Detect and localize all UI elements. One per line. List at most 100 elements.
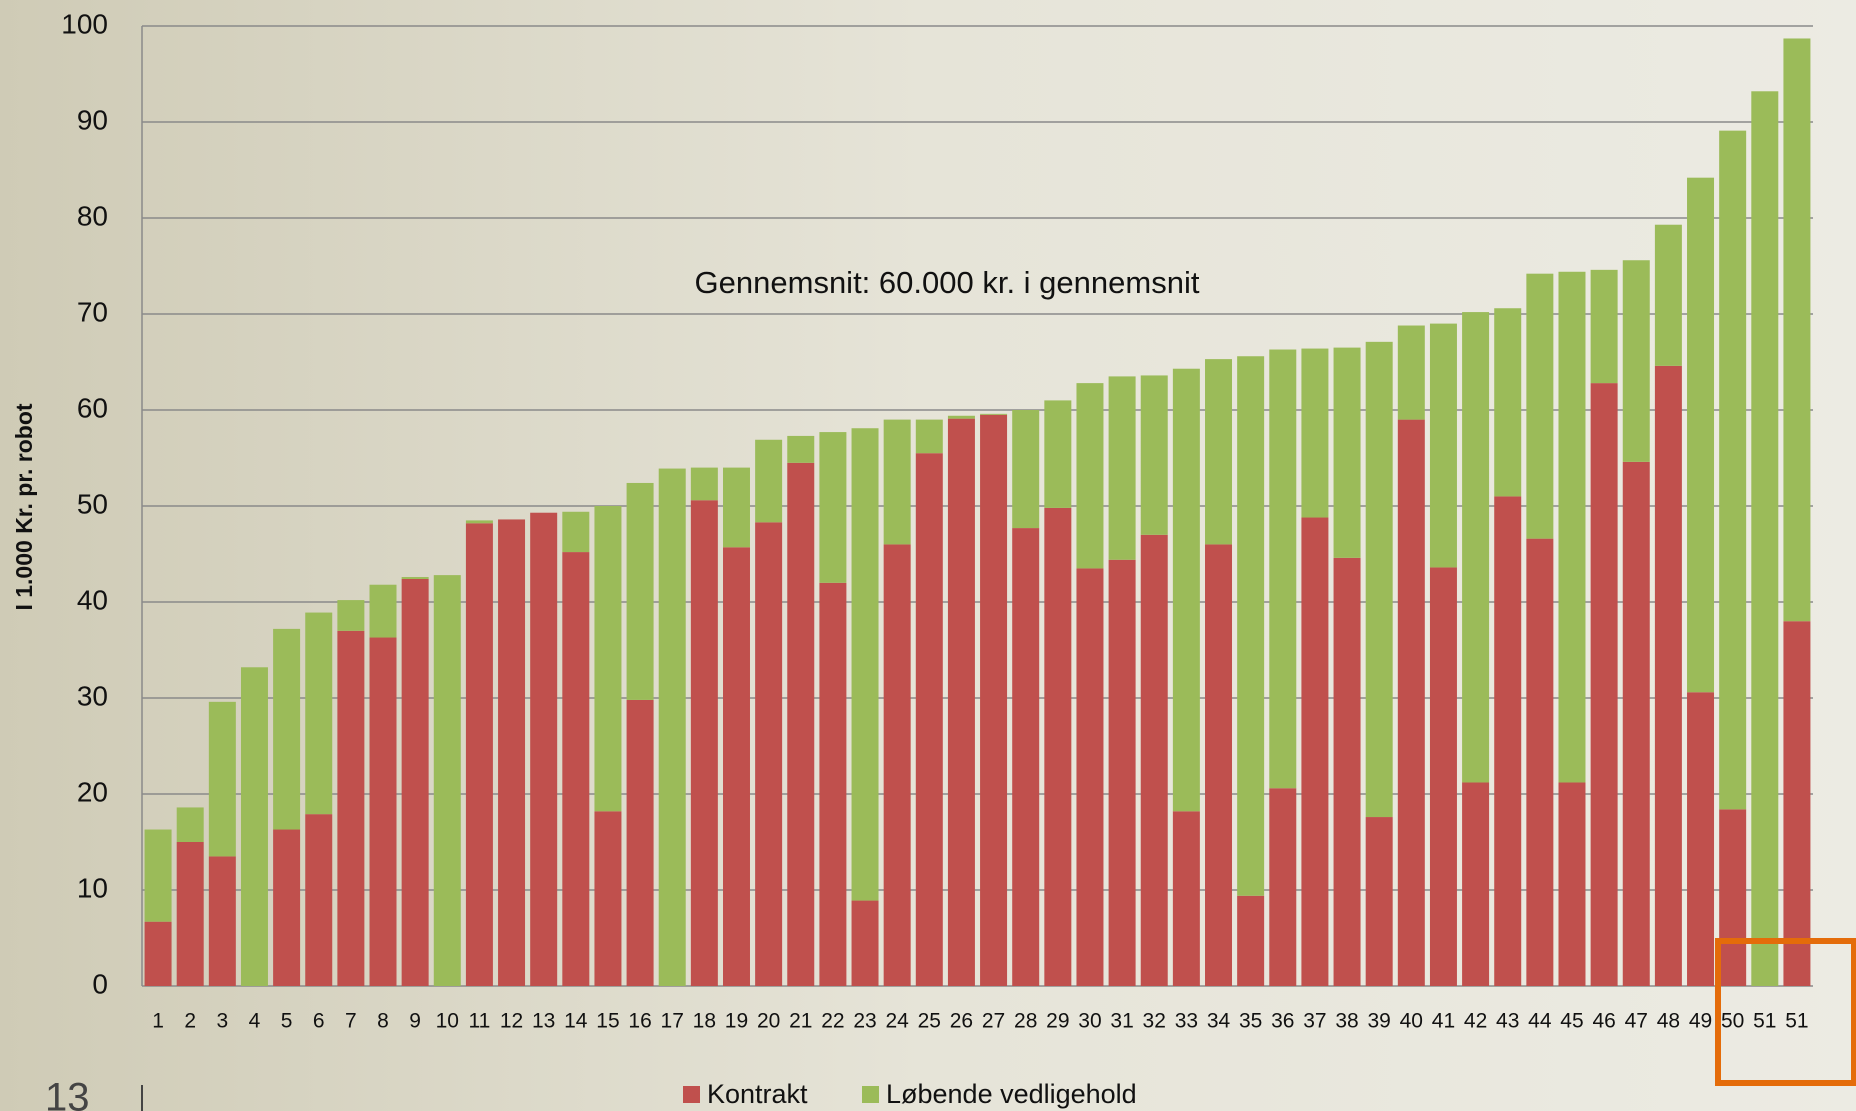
bar-segment: [1237, 895, 1265, 986]
bar-segment: [144, 829, 172, 922]
x-tick-label: 11: [469, 1010, 491, 1033]
bar-segment: [1462, 312, 1490, 783]
bar-segment: [1783, 38, 1811, 622]
bar-segment: [915, 419, 943, 454]
x-tick-label: 14: [564, 1010, 588, 1033]
bar-segment: [690, 467, 718, 501]
x-tick-label: 7: [345, 1010, 357, 1033]
bar-segment: [337, 630, 365, 986]
bar-segment: [1076, 568, 1104, 986]
bar-segment: [1494, 496, 1522, 986]
x-tick-label: 28: [1014, 1010, 1037, 1033]
x-tick-label: 20: [757, 1010, 780, 1033]
legend-swatch: [862, 1086, 879, 1103]
x-tick-label: 46: [1592, 1010, 1615, 1033]
y-tick-label: 40: [77, 584, 108, 615]
page-number: 13: [45, 1076, 90, 1111]
x-tick-label: 43: [1496, 1010, 1519, 1033]
bar-segment: [722, 467, 750, 548]
y-tick-label: 50: [77, 488, 108, 519]
bar-segment: [755, 522, 783, 986]
x-tick-label: 6: [313, 1010, 325, 1033]
bar-segment: [1429, 323, 1457, 568]
bar-segment: [1751, 91, 1779, 986]
bar-segment: [1654, 224, 1682, 366]
y-tick-label: 10: [77, 872, 108, 903]
bar-segment: [1397, 325, 1425, 420]
bar-segment: [819, 432, 847, 583]
bar-segment: [1622, 461, 1650, 987]
bar-segment: [819, 582, 847, 986]
x-tick-label: 35: [1239, 1010, 1262, 1033]
bar-segment: [594, 506, 622, 812]
bar-segment: [1687, 177, 1715, 693]
bar-segment: [626, 482, 654, 700]
bar-segment: [883, 544, 911, 986]
bar-segment: [1590, 269, 1618, 384]
bar-segment: [1269, 788, 1297, 986]
bar-segment: [1076, 383, 1104, 569]
bar-segment: [176, 807, 204, 842]
x-tick-label: 39: [1368, 1010, 1391, 1033]
bar-segment: [401, 577, 429, 579]
x-tick-label: 18: [693, 1010, 716, 1033]
bar-segment: [208, 856, 236, 986]
bar-segment: [530, 512, 558, 986]
x-tick-label: 45: [1560, 1010, 1583, 1033]
bar-segment: [1687, 692, 1715, 986]
bar-segment: [1012, 528, 1040, 986]
bar-segment: [1172, 368, 1200, 812]
bar-segment: [755, 439, 783, 523]
x-tick-label: 22: [821, 1010, 844, 1033]
bar-segment: [980, 413, 1008, 415]
x-tick-label: 3: [216, 1010, 228, 1033]
bar-segment: [273, 628, 301, 830]
bar-segment: [176, 842, 204, 986]
bar-segment: [498, 519, 526, 986]
bar-segment: [1237, 356, 1265, 896]
bar-segment: [787, 435, 815, 463]
bar-segment: [1462, 782, 1490, 986]
bar-segment: [1269, 349, 1297, 789]
bar-segment: [658, 468, 686, 986]
logo-frame: [1715, 938, 1856, 1086]
x-tick-label: 2: [184, 1010, 196, 1033]
bar-segment: [1140, 534, 1168, 986]
x-tick-label: 12: [500, 1010, 523, 1033]
x-tick-label: 41: [1432, 1010, 1455, 1033]
bar-segment: [1365, 341, 1393, 818]
bar-segment: [1397, 419, 1425, 987]
bar-segment: [1140, 375, 1168, 535]
bar-segment: [208, 701, 236, 857]
legend-label: Løbende vedligehold: [886, 1079, 1137, 1109]
bar-segment: [915, 453, 943, 986]
bar-segment: [980, 414, 1008, 986]
x-tick-label: 37: [1303, 1010, 1326, 1033]
x-tick-label: 40: [1400, 1010, 1423, 1033]
bar-segment: [562, 552, 590, 986]
x-tick-label: 32: [1143, 1010, 1166, 1033]
bar-segment: [1558, 782, 1586, 986]
bar-segment: [465, 523, 493, 986]
bar-segment: [1108, 376, 1136, 560]
bar-segment: [562, 511, 590, 553]
bar-segment: [1301, 517, 1329, 986]
annotation: Gennemsnit: 60.000 kr. i gennemsnit: [695, 265, 1200, 300]
x-tick-label: 1: [152, 1010, 164, 1033]
x-tick-label: 51: [1753, 1010, 1776, 1033]
bar-segment: [1558, 271, 1586, 783]
y-tick-label: 20: [77, 776, 108, 807]
x-tick-label: 26: [950, 1010, 973, 1033]
x-tick-label: 17: [661, 1010, 684, 1033]
bar-segment: [1205, 544, 1233, 986]
x-tick-label: 4: [249, 1010, 261, 1033]
bar-segment: [947, 415, 975, 419]
x-tick-label: 34: [1207, 1010, 1231, 1033]
x-tick-label: 30: [1078, 1010, 1101, 1033]
bar-segment: [465, 520, 493, 524]
x-tick-label: 33: [1175, 1010, 1198, 1033]
x-tick-label: 42: [1464, 1010, 1487, 1033]
x-tick-label: 50: [1721, 1010, 1744, 1033]
